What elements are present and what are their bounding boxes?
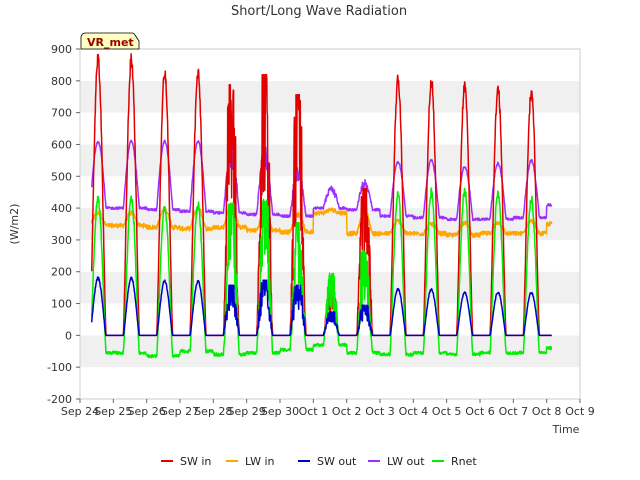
station-badge-box [80,32,140,50]
y-tick-label: 200 [51,266,72,279]
x-tick-label: Sep 28 [194,405,232,418]
x-tick-label: Oct 7 [499,405,529,418]
x-tick-label: Oct 6 [465,405,495,418]
x-tick-label: Oct 3 [365,405,395,418]
series-layer [90,53,553,359]
grid-band [80,80,580,113]
y-tick-label: 600 [51,138,72,151]
y-tick-label: 900 [51,43,72,56]
x-axis-label: Time [552,423,580,436]
legend-label: SW out [317,455,357,468]
series-line-lw-in [90,202,553,239]
y-axis-label: (W/m2) [8,204,21,245]
y-axis: -200 -100 0 100 200 300 400 500 600 700 800 900 [47,43,80,406]
series-line-sw-out [90,276,553,337]
station-label: VR_met [87,36,134,49]
legend-label: LW in [245,455,275,468]
grid-band [80,335,580,368]
y-tick-label: 800 [51,75,72,88]
grid-band [80,239,580,272]
x-tick-label: Sep 29 [228,405,266,418]
y-tick-label: 100 [51,298,72,311]
x-tick-label: Sep 25 [94,405,132,418]
y-tick-label: 500 [51,170,72,183]
y-tick-label: 0 [65,329,72,342]
y-tick-label: -100 [47,361,72,374]
x-tick-label: Sep 30 [261,405,299,418]
x-tick-label: Oct 2 [332,405,362,418]
x-tick-label: Oct 8 [532,405,562,418]
station-badge: VR_met [80,32,140,50]
legend: SW in LW in SW out LW out Rnet [161,455,477,468]
legend-label: SW in [180,455,211,468]
y-tick-label: -200 [47,393,72,406]
x-tick-label: Oct 4 [399,405,429,418]
grid-band [80,49,580,81]
x-tick-label: Oct 5 [432,405,462,418]
y-tick-label: 400 [51,202,72,215]
series-line-rnet [90,187,553,359]
y-tick-label: 300 [51,234,72,247]
chart-title: Short/Long Wave Radiation [231,4,407,19]
x-tick-label: Sep 27 [161,405,199,418]
x-tick-label: Sep 26 [128,405,166,418]
grid-band [80,112,580,145]
grid-band [80,144,580,177]
plot-frame [79,48,581,400]
grid-band [80,367,580,399]
x-tick-label: Oct 9 [565,405,595,418]
x-tick-label: Oct 1 [299,405,329,418]
legend-label: LW out [387,455,425,468]
legend-label: Rnet [451,455,477,468]
x-tick-label: Sep 24 [61,405,99,418]
y-tick-label: 700 [51,107,72,120]
